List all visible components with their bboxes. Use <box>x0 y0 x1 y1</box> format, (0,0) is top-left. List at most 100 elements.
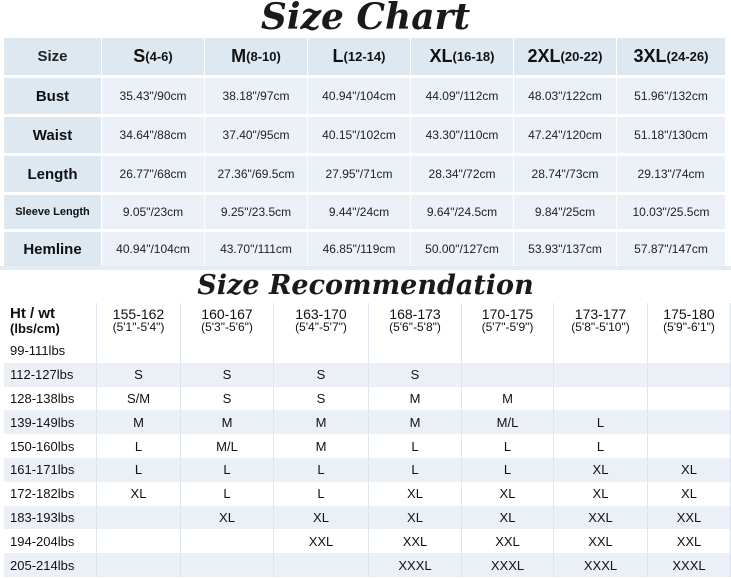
measurement-label: Bust <box>4 78 102 114</box>
recommended-size: XXL <box>648 529 731 554</box>
weight-label: 183-193lbs <box>4 505 97 530</box>
size-header-label: Size <box>4 38 102 75</box>
size-letter: M <box>231 46 247 66</box>
height-column-header: 173-177 (5'8"-5'10") <box>554 303 648 339</box>
measurement-value: 37.40"/95cm <box>205 117 308 153</box>
recommended-size: XXXL <box>648 553 731 577</box>
weight-label: 99-111lbs <box>4 339 97 363</box>
recommended-size: S <box>181 362 274 387</box>
size-range: (8-10) <box>246 49 281 64</box>
recommended-size <box>97 505 181 530</box>
weight-label: 205-214lbs <box>4 553 97 577</box>
size-column-header: L (12-14) <box>308 38 411 75</box>
recommended-size: M <box>274 434 369 458</box>
recommended-size: L <box>554 410 648 435</box>
recommended-size: S <box>274 386 369 411</box>
size-range: (24-26) <box>666 49 709 64</box>
recommended-size: L <box>369 434 462 458</box>
height-cm: 173-177 <box>574 306 627 322</box>
measurement-value: 40.94"/104cm <box>102 232 205 266</box>
size-column-header: M (8-10) <box>205 38 308 75</box>
measurement-value: 40.94"/104cm <box>308 78 411 114</box>
recommended-size: L <box>462 457 554 482</box>
recommended-size: XXXL <box>554 553 648 577</box>
measurement-value: 44.09"/112cm <box>411 78 514 114</box>
height-weight-unit: (lbs/cm) <box>10 321 60 336</box>
recommended-size: XL <box>648 481 731 506</box>
recommended-size <box>462 362 554 387</box>
recommended-size: XXXL <box>369 553 462 577</box>
height-cm: 170-175 <box>481 306 534 322</box>
recommended-size: M <box>462 386 554 411</box>
recommended-size: L <box>554 434 648 458</box>
measurement-value: 51.18"/130cm <box>617 117 726 153</box>
recommended-size: XXL <box>274 529 369 554</box>
measurement-value: 38.18"/97cm <box>205 78 308 114</box>
recommended-size: XXL <box>369 529 462 554</box>
recommended-size <box>554 386 648 411</box>
measurement-label: Hemline <box>4 232 102 266</box>
recommended-size: L <box>369 457 462 482</box>
weight-label: 161-171lbs <box>4 457 97 482</box>
measurement-label: Waist <box>4 117 102 153</box>
recommended-size: XL <box>181 505 274 530</box>
recommended-size: M <box>181 410 274 435</box>
recommended-size <box>274 553 369 577</box>
recommended-size <box>97 529 181 554</box>
measurement-value: 57.87"/147cm <box>617 232 726 266</box>
recommended-size: L <box>274 481 369 506</box>
height-in: (5'9"-6'1") <box>663 320 715 334</box>
recommended-size: S/M <box>97 386 181 411</box>
recommended-size: XXL <box>554 505 648 530</box>
size-recommendation-title: Size Recommendation <box>197 270 534 301</box>
recommended-size <box>181 553 274 577</box>
recommended-size: L <box>181 457 274 482</box>
measurement-value: 10.03"/25.5cm <box>617 195 726 229</box>
size-chart-title: Size Chart <box>260 0 471 38</box>
measurement-value: 9.25"/23.5cm <box>205 195 308 229</box>
weight-label: 194-204lbs <box>4 529 97 554</box>
height-column-header: 170-175 (5'7"-5'9") <box>462 303 554 339</box>
measurement-value: 9.64"/24.5cm <box>411 195 514 229</box>
height-column-header: 175-180 (5'9"-6'1") <box>648 303 731 339</box>
weight-label: 139-149lbs <box>4 410 97 435</box>
recommended-size <box>554 339 648 363</box>
size-range: (4-6) <box>145 49 173 64</box>
recommended-size: XL <box>97 481 181 506</box>
height-in: (5'8"-5'10") <box>571 320 630 334</box>
weight-label: 128-138lbs <box>4 386 97 411</box>
recommended-size <box>648 362 731 387</box>
size-column-header: S (4-6) <box>102 38 205 75</box>
recommended-size: M <box>369 386 462 411</box>
measurement-value: 47.24"/120cm <box>514 117 617 153</box>
measurement-label: Sleeve Length <box>4 195 102 229</box>
height-in: (5'6"-5'8") <box>389 320 441 334</box>
size-column-header: 3XL (24-26) <box>617 38 726 75</box>
height-weight-label: Ht / wt <box>10 305 55 322</box>
size-range: (20-22) <box>560 49 603 64</box>
recommended-size: S <box>274 362 369 387</box>
height-in: (5'7"-5'9") <box>481 320 534 334</box>
measurement-value: 43.30"/110cm <box>411 117 514 153</box>
size-range: (16-18) <box>452 49 495 64</box>
measurement-value: 29.13"/74cm <box>617 156 726 192</box>
measurement-value: 27.95"/71cm <box>308 156 411 192</box>
height-weight-header: Ht / wt (lbs/cm) <box>4 303 97 339</box>
recommended-size <box>554 362 648 387</box>
measurement-value: 53.93"/137cm <box>514 232 617 266</box>
size-range: (12-14) <box>343 49 386 64</box>
recommended-size: XL <box>274 505 369 530</box>
height-in: (5'1"-5'4") <box>112 320 165 334</box>
size-letter: L <box>332 46 344 66</box>
height-column-header: 155-162 (5'1"-5'4") <box>97 303 181 339</box>
recommended-size: XXL <box>648 505 731 530</box>
recommended-size: XXL <box>554 529 648 554</box>
recommended-size: S <box>369 362 462 387</box>
measurement-value: 9.84"/25cm <box>514 195 617 229</box>
measurement-value: 43.70"/111cm <box>205 232 308 266</box>
section-divider <box>0 266 731 270</box>
weight-label: 112-127lbs <box>4 362 97 387</box>
recommended-size <box>97 339 181 363</box>
size-column-header: XL (16-18) <box>411 38 514 75</box>
measurement-value: 40.15"/102cm <box>308 117 411 153</box>
